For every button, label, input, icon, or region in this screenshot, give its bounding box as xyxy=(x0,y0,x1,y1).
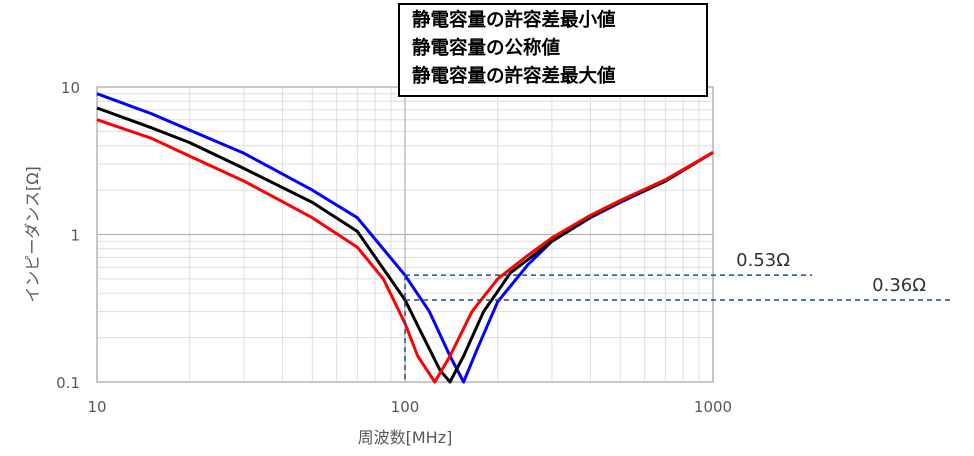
series-line-2 xyxy=(96,118,714,384)
y-axis-label: インピーダンス[Ω] xyxy=(23,166,42,302)
x-tick-label: 10 xyxy=(87,398,106,416)
x-tick-label: 1000 xyxy=(694,398,732,416)
y-tick-label: 0.1 xyxy=(56,374,80,392)
tick-labels: 10 100 1000 0.1 1 10 周波数[MHz] インピーダンス[Ω] xyxy=(23,79,732,447)
legend: 静電容量の許容差最小値 静電容量の公称値 静電容量の許容差最大値 xyxy=(398,3,708,97)
legend-item-nominal: 静電容量の公称値 xyxy=(412,38,561,59)
y-tick-label: 1 xyxy=(70,227,80,245)
series-lines xyxy=(96,92,714,384)
legend-item-min: 静電容量の許容差最小値 xyxy=(412,10,616,31)
legend-item-max: 静電容量の許容差最大値 xyxy=(412,66,616,87)
x-tick-label: 100 xyxy=(391,398,420,416)
annotation-label-0.53: 0.53Ω xyxy=(736,250,790,271)
x-axis-label: 周波数[MHz] xyxy=(358,428,453,447)
annotation-label-0.36: 0.36Ω xyxy=(872,275,926,296)
annotations: 0.53Ω 0.36Ω xyxy=(404,250,952,382)
y-tick-label: 10 xyxy=(61,79,80,97)
